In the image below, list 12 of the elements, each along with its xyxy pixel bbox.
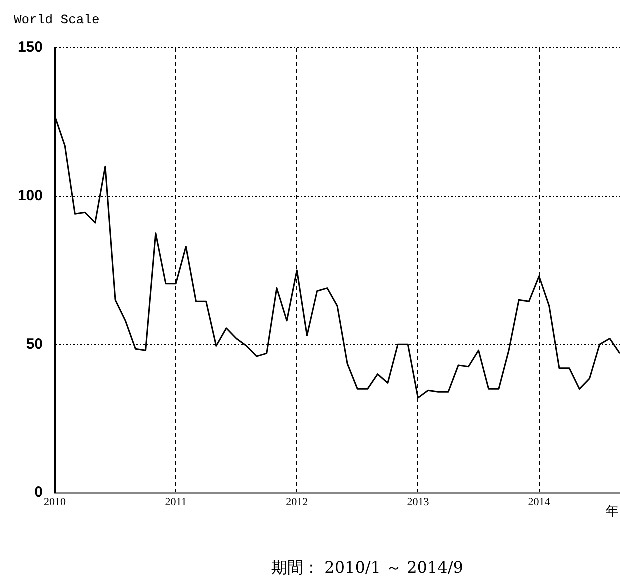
y-tick-label: 150 [18, 39, 43, 56]
x-tick-label: 2011 [165, 496, 187, 508]
x-axis-title: 年 [606, 504, 619, 520]
y-axis-title: World Scale [14, 12, 100, 28]
y-tick-label: 100 [18, 187, 43, 204]
x-tick-label: 2010 [44, 496, 66, 508]
y-tick-label: 50 [26, 336, 43, 353]
x-tick-label: 2014 [528, 496, 551, 508]
y-tick-label: 0 [34, 484, 43, 502]
text: 期間： 2010/1 ～ 2014/9 [272, 558, 464, 578]
x-tick-label: 2013 [407, 496, 430, 508]
x-tick-label: 2012 [286, 496, 308, 508]
